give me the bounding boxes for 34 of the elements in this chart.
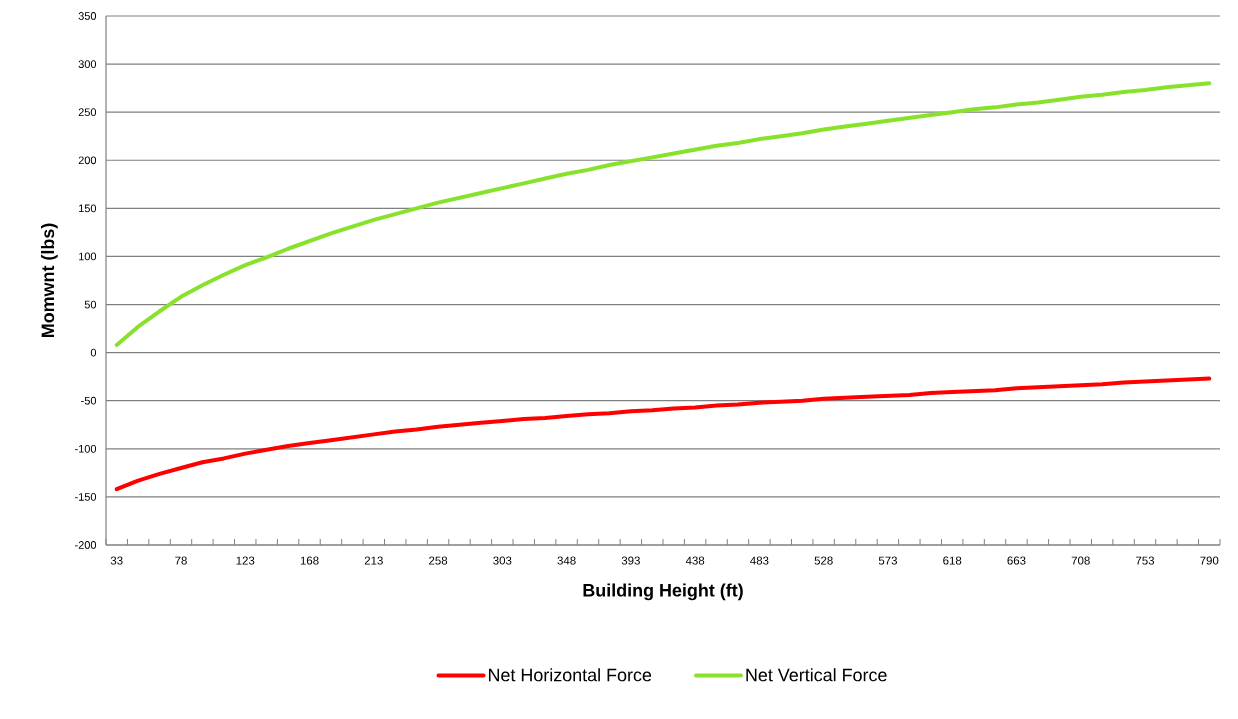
x-tick-label: 708	[1071, 556, 1090, 565]
y-tick-label: 50	[84, 300, 97, 309]
x-tick-label: 663	[1007, 556, 1026, 565]
y-tick-label: -150	[75, 493, 97, 501]
y-tick-label: -50	[81, 396, 97, 405]
x-tick-label: 123	[236, 556, 255, 565]
x-tick-label: 790	[1200, 556, 1219, 565]
x-tick-label: 213	[364, 556, 383, 565]
y-tick-label: 250	[78, 108, 97, 117]
x-tick-label: 438	[685, 556, 705, 565]
y-tick-label: 200	[78, 156, 97, 165]
y-tick-label: 300	[78, 60, 97, 68]
x-tick-label: 393	[621, 556, 640, 565]
x-axis-title: Building Height (ft)	[583, 583, 743, 601]
y-tick-label: 150	[79, 204, 97, 213]
x-tick-label: 618	[943, 556, 962, 565]
y-tick-label: -100	[75, 444, 97, 453]
y-tick-label: 0	[90, 348, 97, 357]
x-tick-label: 168	[300, 556, 319, 565]
legend-label: Net Horizontal Force	[488, 668, 652, 682]
x-tick-label: 303	[493, 556, 512, 565]
x-tick-label: 528	[814, 556, 833, 565]
x-tick-label: 33	[110, 556, 123, 565]
x-tick-label: 753	[1136, 556, 1155, 565]
x-tick-label: 78	[175, 556, 187, 565]
y-tick-label: 350	[78, 12, 97, 20]
y-axis-title: Momwnt (lbs)	[40, 223, 58, 338]
legend-label: Net Vertical Force	[746, 668, 887, 682]
x-tick-label: 348	[557, 556, 576, 565]
x-tick-label: 573	[878, 556, 897, 565]
x-tick-label: 258	[429, 556, 448, 565]
y-tick-label: -200	[75, 541, 97, 549]
y-tick-label: 100	[79, 252, 97, 261]
x-tick-label: 483	[750, 556, 769, 565]
